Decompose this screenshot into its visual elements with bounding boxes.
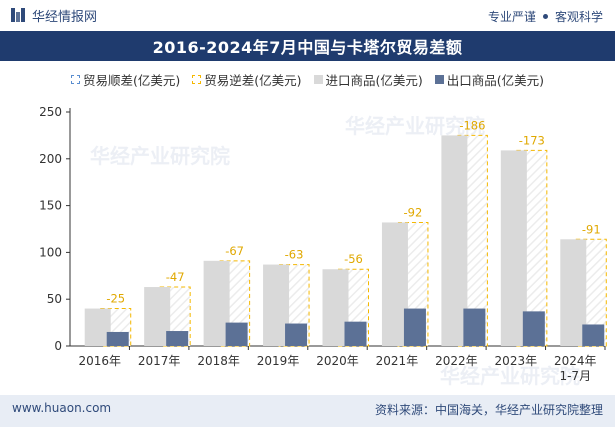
legend-swatch-surplus <box>70 75 80 84</box>
legend: 贸易顺差(亿美元) 贸易逆差(亿美元) 进口商品(亿美元) 出口商品(亿美元) <box>0 70 615 89</box>
brand-name: 华经情报网 <box>32 9 98 25</box>
legend-swatch-deficit <box>192 75 202 84</box>
legend-item-surplus: 贸易顺差(亿美元) <box>70 70 181 89</box>
y-tick-label-0: 0 <box>54 339 62 353</box>
x-tick-label-1: 2017年 <box>138 354 181 368</box>
tagline-dot-icon <box>542 14 548 19</box>
y-tick-label-2: 100 <box>39 245 62 259</box>
import-bar-0 <box>84 308 111 346</box>
y-tick-label-3: 150 <box>39 199 62 213</box>
x-tick-label-0: 2016年 <box>78 354 121 368</box>
brand-logo-icon <box>11 8 25 22</box>
title-bar: 2016-2024年7月中国与卡塔尔贸易差额 <box>0 31 615 61</box>
deficit-label-8: -91 <box>582 222 601 236</box>
import-bar-4 <box>322 269 349 346</box>
deficit-label-4: -56 <box>344 252 363 266</box>
x-tick-label-8-0: 2024年 <box>554 354 597 368</box>
legend-label-export: 出口商品(亿美元) <box>446 73 545 88</box>
deficit-label-6: -186 <box>459 118 485 132</box>
x-tick-label-6: 2022年 <box>435 354 478 368</box>
x-tick-label-8-1: 1-7月 <box>559 369 591 383</box>
chart-title: 2016-2024年7月中国与卡塔尔贸易差额 <box>152 38 463 57</box>
footer-website[interactable]: www.huaon.com <box>12 401 112 415</box>
deficit-label-3: -63 <box>285 248 304 262</box>
legend-swatch-export <box>434 75 444 84</box>
footer: www.huaon.com 资料来源：中国海关，华经产业研究院整理 <box>0 395 615 427</box>
tagline-right: 客观科学 <box>554 10 603 24</box>
export-bar-8 <box>582 324 605 346</box>
footer-source: 资料来源：中国海关，华经产业研究院整理 <box>374 403 603 417</box>
x-tick-label-3: 2019年 <box>257 354 300 368</box>
deficit-label-1: -47 <box>166 270 185 284</box>
import-bar-6 <box>441 135 468 346</box>
legend-label-deficit: 贸易逆差(亿美元) <box>204 73 302 88</box>
y-tick-label-5: 250 <box>39 105 62 119</box>
export-bar-4 <box>344 321 367 346</box>
tagline: 专业严谨 客观科学 <box>488 8 603 25</box>
x-tick-label-7: 2023年 <box>495 354 538 368</box>
export-bar-2 <box>225 322 248 346</box>
brand: 华经情报网 <box>10 6 97 25</box>
x-tick-label-2: 2018年 <box>197 354 240 368</box>
x-tick-label-4: 2020年 <box>316 354 359 368</box>
legend-item-import: 进口商品(亿美元) <box>313 70 423 89</box>
legend-item-export: 出口商品(亿美元) <box>434 70 545 89</box>
import-bar-8 <box>560 239 587 346</box>
import-bar-1 <box>144 287 171 346</box>
export-bar-6 <box>463 308 486 346</box>
legend-label-import: 进口商品(亿美元) <box>325 73 423 88</box>
tagline-left: 专业严谨 <box>487 10 536 24</box>
legend-swatch-import <box>313 75 323 84</box>
export-bar-0 <box>106 331 129 346</box>
import-bar-7 <box>500 150 527 346</box>
legend-item-deficit: 贸易逆差(亿美元) <box>192 70 302 89</box>
chart-area: 0 50 100 150 200 250 -25 2016年 -47 2017年 -67 2018年 -… <box>39 105 607 383</box>
x-tick-label-5: 2021年 <box>376 354 419 368</box>
import-bar-5 <box>381 222 408 346</box>
deficit-label-2: -67 <box>225 244 244 258</box>
top-bar: 华经情报网 专业严谨 客观科学 <box>0 0 615 30</box>
import-bar-2 <box>203 260 230 346</box>
y-tick-label-1: 50 <box>47 292 62 306</box>
legend-label-surplus: 贸易顺差(亿美元) <box>82 73 181 88</box>
deficit-label-7: -173 <box>519 133 545 147</box>
export-bar-3 <box>285 323 308 346</box>
export-bar-5 <box>403 308 426 346</box>
deficit-label-5: -92 <box>404 205 423 219</box>
y-tick-label-4: 200 <box>39 152 62 166</box>
export-bar-1 <box>166 331 189 346</box>
export-bar-7 <box>522 311 545 346</box>
deficit-label-0: -25 <box>106 292 125 306</box>
import-bar-3 <box>263 264 290 346</box>
